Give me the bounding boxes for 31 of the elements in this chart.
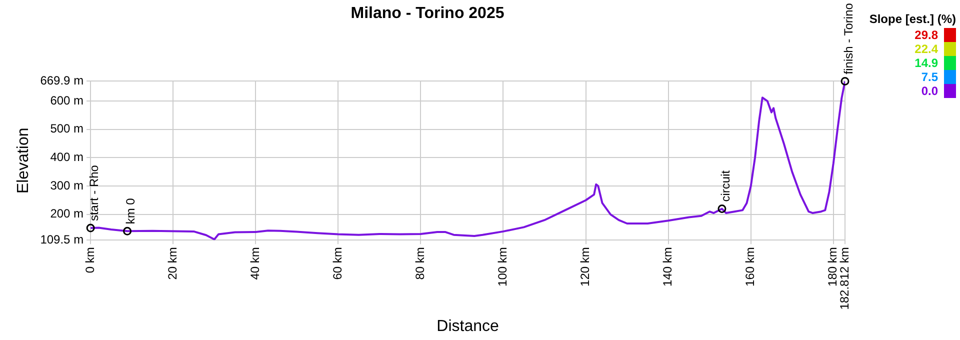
annotation: km 0 [124, 198, 138, 224]
x-tick-label: 80 km [413, 247, 428, 280]
x-tick-label: 120 km [578, 247, 592, 286]
color-bar-label: 7.5 [921, 70, 938, 84]
x-tick-label: 40 km [248, 247, 262, 280]
x-tick-label: 180 km [826, 247, 840, 286]
y-tick-label: 500 m [50, 122, 84, 136]
x-tick-label: 0 km [82, 247, 97, 274]
color-bar-label: 29.8 [914, 28, 938, 42]
y-tick-label: 300 m [50, 178, 84, 192]
x-axis-title: Distance [436, 318, 500, 335]
x-tick-label: 182.812 km [837, 247, 852, 310]
y-tick-label: 400 m [50, 150, 84, 164]
y-tick-label: 109.5 m [40, 232, 84, 246]
y-tick-label: 200 m [50, 206, 84, 221]
annotation: circuit [718, 170, 732, 202]
annotation: start - Rho [86, 164, 101, 222]
color-bar-label: 22.4 [914, 42, 938, 56]
x-tick-label: 140 km [660, 247, 675, 286]
color-bar-label: 0.0 [921, 84, 938, 98]
x-tick-label: 100 km [496, 247, 510, 286]
x-tick-label: 60 km [330, 247, 344, 280]
y-axis-title: Elevation [15, 128, 32, 194]
chart-title: Milano - Torino 2025 [350, 5, 504, 22]
y-tick-label: 600 m [50, 93, 84, 108]
color-bar-label: 14.9 [914, 56, 938, 70]
color-bar-title: Slope [est.] (%) [869, 12, 956, 26]
y-tick-label: 669.9 m [40, 74, 84, 88]
annotation: finish - Torino [841, 2, 856, 74]
x-tick-label: 160 km [743, 247, 758, 286]
x-tick-label: 20 km [165, 247, 180, 280]
